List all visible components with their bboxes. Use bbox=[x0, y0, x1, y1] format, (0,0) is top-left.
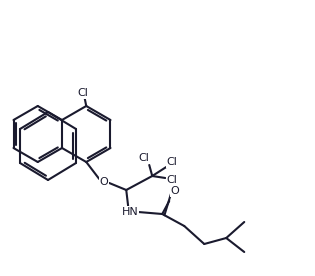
Text: O: O bbox=[171, 186, 180, 196]
Text: Cl: Cl bbox=[167, 175, 178, 185]
Text: HN: HN bbox=[122, 207, 139, 217]
Text: O: O bbox=[100, 177, 109, 187]
Text: Cl: Cl bbox=[167, 157, 178, 167]
Text: Cl: Cl bbox=[139, 153, 150, 163]
Text: Cl: Cl bbox=[78, 88, 89, 98]
